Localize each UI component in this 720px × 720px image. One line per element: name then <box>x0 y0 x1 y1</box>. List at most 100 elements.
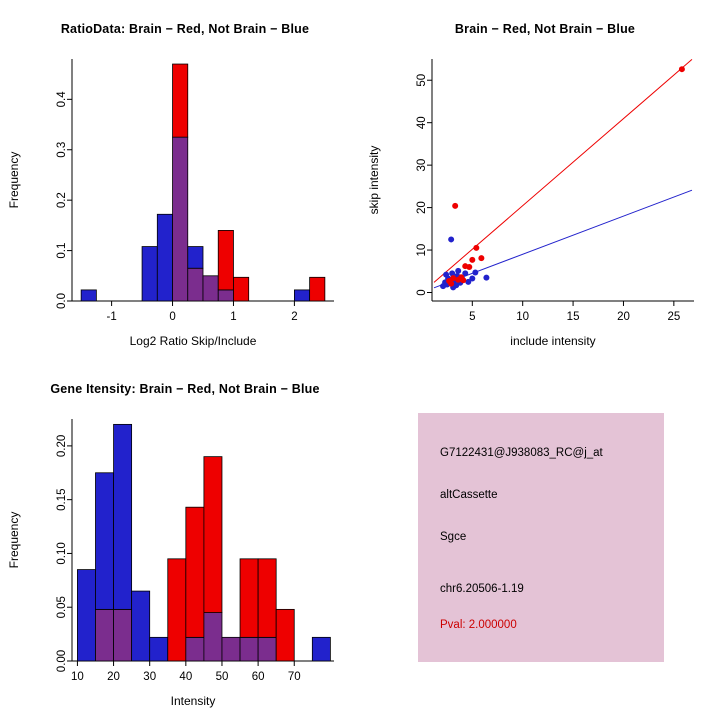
panel-ratio-histogram: RatioData: Brain − Red, Not Brain − Blue… <box>0 0 360 360</box>
info-box: G7122431@J938083_RC@j_at altCassette Sgc… <box>418 413 664 662</box>
x-tick-label: 40 <box>179 671 192 683</box>
blue-data-point <box>465 278 472 285</box>
y-tick-label: 0.2 <box>56 192 68 208</box>
intensity-scatter-chart: 5 10 15 20 25 0 10 20 30 40 50 <box>416 59 694 323</box>
chart-title: Brain − Red, Not Brain − Blue <box>454 22 636 36</box>
x-tick-label: 50 <box>216 671 229 683</box>
hist-bar <box>77 569 96 662</box>
blue-data-point <box>472 269 479 276</box>
red-data-point <box>478 255 485 262</box>
hist-bar <box>311 636 331 662</box>
hist-bar <box>233 276 250 302</box>
hist-bar <box>113 423 133 610</box>
x-tick-label: 2 <box>291 311 297 323</box>
hist-bar <box>172 63 189 138</box>
red-data-point <box>450 275 457 282</box>
hist-bar <box>309 276 326 302</box>
x-tick-label: 25 <box>667 311 680 323</box>
red-data-point <box>448 280 455 287</box>
y-tick-label: 30 <box>416 159 428 172</box>
event-type-text: altCassette <box>440 489 498 501</box>
hist-bar <box>95 472 114 610</box>
y-tick-label: 0 <box>416 289 428 295</box>
y-axis-label: Frequency <box>7 151 21 209</box>
hist-bar <box>141 246 158 302</box>
ratio-histogram-chart: -1 0 1 2 0.0 0.1 0.2 0.3 0.4 <box>56 59 334 323</box>
x-tick-label: 15 <box>567 311 580 323</box>
blue-data-point <box>449 270 456 277</box>
blue-data-point <box>462 270 469 277</box>
gene-symbol-text: Sgce <box>440 531 467 543</box>
blue-data-point <box>448 236 455 243</box>
hist-bar <box>257 558 277 638</box>
y-tick-label: 0.3 <box>56 142 68 158</box>
hist-bar <box>203 612 223 662</box>
hist-bar <box>113 608 133 662</box>
hist-bar <box>239 558 259 638</box>
blue-data-point <box>443 271 450 278</box>
y-tick-label: 20 <box>416 201 428 214</box>
x-tick-label: 10 <box>516 311 529 323</box>
red-fit-line <box>433 59 693 283</box>
hist-bar <box>217 230 234 291</box>
x-tick-label: 60 <box>252 671 265 683</box>
x-tick-label: 5 <box>469 311 475 323</box>
y-tick-label: 0.10 <box>56 542 68 564</box>
x-axis-label: Log2 Ratio Skip/Include <box>129 334 257 348</box>
x-axis-label: Intensity <box>170 694 216 708</box>
probe-id-text: G7122431@J938083_RC@j_at <box>440 447 603 459</box>
blue-data-point <box>483 274 490 281</box>
x-tick-label: -1 <box>106 311 116 323</box>
x-tick-label: 20 <box>107 671 120 683</box>
red-data-point <box>678 66 685 73</box>
hist-bar <box>185 506 205 638</box>
hist-bar <box>202 275 219 302</box>
y-axis-label: skip intensity <box>367 145 381 215</box>
hist-bar <box>149 636 169 662</box>
hist-bar <box>187 267 204 302</box>
red-data-point <box>469 256 476 263</box>
red-data-point <box>473 244 480 251</box>
panel-info: G7122431@J938083_RC@j_at altCassette Sgc… <box>360 360 720 720</box>
hist-bar <box>239 636 259 662</box>
red-data-point <box>460 277 467 284</box>
x-tick-label: 10 <box>71 671 84 683</box>
hist-bar <box>203 456 223 613</box>
hist-bar <box>217 289 234 302</box>
y-tick-label: 0.4 <box>56 91 68 108</box>
y-tick-label: 0.15 <box>56 488 68 510</box>
y-tick-label: 40 <box>416 116 428 129</box>
chart-title: RatioData: Brain − Red, Not Brain − Blue <box>60 22 310 36</box>
y-tick-label: 50 <box>416 74 428 87</box>
y-tick-label: 0.1 <box>56 243 68 259</box>
y-tick-label: 0.0 <box>56 293 68 309</box>
hist-bar <box>293 289 311 302</box>
hist-bar <box>95 608 114 662</box>
locus-text: chr6.20506-1.19 <box>440 583 524 595</box>
hist-bar <box>80 289 97 302</box>
x-tick-label: 70 <box>288 671 301 683</box>
red-data-point <box>466 264 473 271</box>
hist-bar <box>156 213 173 302</box>
pval-line: Pval: 2.000000 <box>440 619 517 631</box>
hist-bar <box>221 636 241 662</box>
x-tick-label: 0 <box>169 311 175 323</box>
hist-bar <box>185 636 205 662</box>
y-tick-label: 0.05 <box>56 596 68 618</box>
panel-gene-intensity-histogram: Gene Itensity: Brain − Red, Not Brain − … <box>0 360 360 720</box>
y-axis-label: Frequency <box>7 511 21 569</box>
hist-bar <box>172 136 189 302</box>
x-tick-label: 20 <box>617 311 630 323</box>
red-data-point <box>452 202 459 209</box>
x-tick-label: 30 <box>143 671 156 683</box>
hist-bar <box>275 608 295 662</box>
y-tick-label: 0.20 <box>56 435 68 457</box>
hist-bar <box>257 636 277 662</box>
gene-intensity-histogram-chart: 10 20 30 40 50 60 70 0.00 0.05 0.10 0.15 0.20 <box>56 419 334 683</box>
hist-bar <box>131 590 151 662</box>
blue-data-point <box>469 275 476 282</box>
hist-bar <box>167 558 187 662</box>
panel-intensity-scatter: Brain − Red, Not Brain − Blue skip inten… <box>360 0 720 360</box>
x-tick-label: 1 <box>230 311 236 323</box>
